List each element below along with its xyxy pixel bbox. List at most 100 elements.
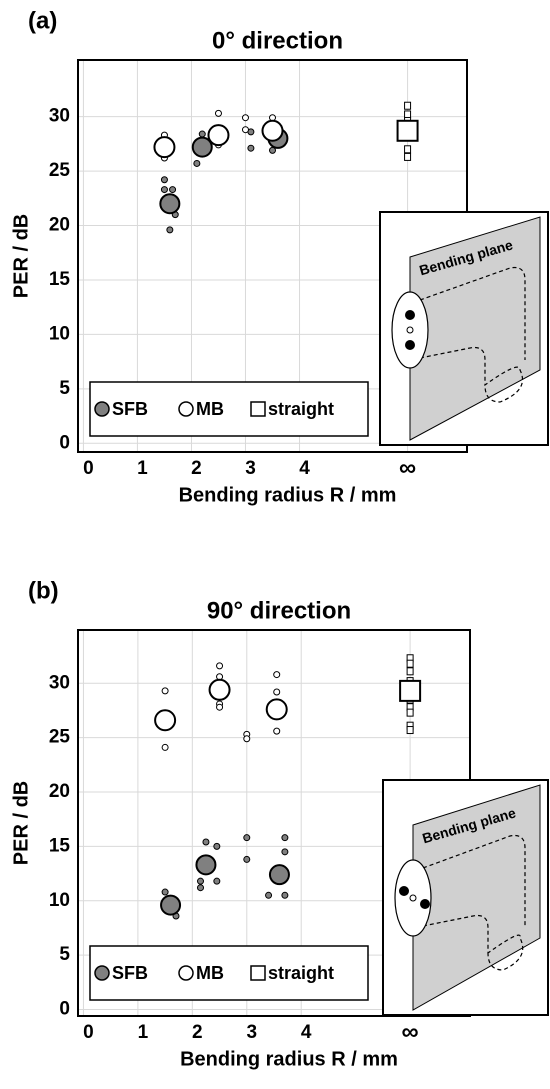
chart-title: 90° direction [207,597,351,624]
bending-plane [412,784,541,1011]
y-tick-label: 5 [59,378,70,399]
legend-marker [178,965,194,981]
y-tick-label: 0 [59,998,70,1019]
mean-marker [159,193,181,215]
fiber-path [419,266,526,403]
sample-marker [241,114,249,122]
stress-rod [405,340,415,350]
x-tick-label: 3 [246,1022,257,1043]
x-tick-label: 3 [245,458,256,479]
x-tick-label: ∞ [399,454,416,481]
sample-marker [160,176,168,184]
panel-label: (a) [28,7,57,34]
mean-marker [208,678,231,701]
sample-marker [213,842,221,850]
legend-label: straight [268,399,334,419]
mean-marker [191,136,213,158]
sample-marker [404,110,412,119]
sample-marker [161,888,169,896]
sample-marker [243,855,251,863]
mean-marker [160,894,182,916]
legend-marker [178,401,194,417]
legend-label: SFB [112,399,148,419]
y-axis-label: PER / dB [10,781,32,865]
sample-marker [281,848,289,856]
sample-marker [202,838,210,846]
sample-marker [247,144,255,152]
sample-marker [406,726,414,735]
y-tick-label: 0 [59,432,70,453]
x-tick-label: 4 [299,458,310,479]
sample-marker [406,667,414,676]
sample-marker [404,101,412,110]
fiber-center [409,894,417,902]
x-axis-label: Bending radius R / mm [180,1048,398,1070]
sample-marker [216,703,224,711]
sample-marker [161,687,169,695]
y-tick-label: 15 [49,269,71,290]
legend-label: SFB [112,963,148,983]
legend-label: straight [268,963,334,983]
mean-marker [154,709,177,732]
mean-marker [195,854,217,876]
sample-marker [404,152,412,161]
sample-marker [265,891,273,899]
x-tick-label: 0 [83,458,94,479]
y-tick-label: 15 [49,835,71,856]
x-tick-label: 2 [191,458,202,479]
y-tick-label: 10 [49,323,70,344]
mean-marker [261,119,284,142]
mean-marker [265,698,288,721]
mean-marker [268,864,290,886]
mean-marker [153,136,176,159]
sample-marker [281,834,289,842]
sample-marker [161,743,169,751]
x-tick-label: 1 [138,1022,149,1043]
sample-marker [406,708,414,717]
y-tick-label: 20 [49,781,70,802]
sample-marker [169,186,177,194]
y-axis-label: PER / dB [10,214,32,298]
fiber-center [406,326,414,334]
y-tick-label: 10 [49,890,70,911]
stress-rod [420,899,430,909]
y-tick-label: 30 [49,106,70,127]
sample-marker [213,877,221,885]
stress-rod [405,310,415,320]
y-tick-label: 25 [49,160,71,181]
x-tick-label: ∞ [402,1018,419,1045]
sample-marker [243,735,251,743]
panel-label: (b) [28,577,59,604]
legend-box [89,381,369,437]
sample-marker [198,130,206,138]
sample-marker [273,688,281,696]
mean-marker [396,119,419,142]
chart-title: 0° direction [212,27,343,54]
sample-marker [281,891,289,899]
legend-label: MB [196,399,224,419]
sample-marker [160,186,168,194]
sample-marker [193,159,201,167]
sample-marker [214,109,222,117]
stress-rod [399,886,409,896]
y-tick-label: 5 [59,944,70,965]
sample-marker [197,884,204,892]
bending-plane [409,216,541,441]
x-axis-label: Bending radius R / mm [179,484,397,506]
sample-marker [273,671,281,679]
legend-label: MB [196,963,224,983]
sample-marker [241,126,249,134]
fiber-path [422,834,526,971]
mean-marker [399,679,422,702]
legend-box [89,945,369,1001]
sample-marker [243,834,251,842]
legend-marker [94,401,110,417]
sample-marker [404,145,412,154]
legend-marker [94,965,110,981]
sample-marker [197,877,204,885]
mean-marker [207,124,230,147]
sample-marker [273,727,281,735]
y-tick-label: 25 [49,727,71,748]
x-tick-label: 2 [192,1022,203,1043]
legend-marker [250,401,266,417]
